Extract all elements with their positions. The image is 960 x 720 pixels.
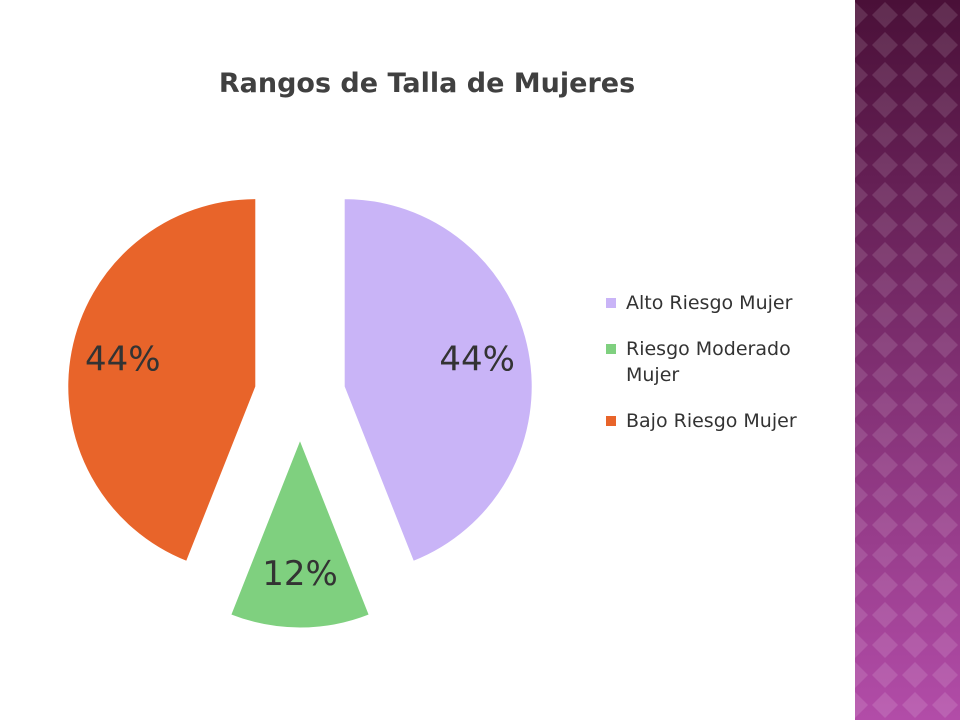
legend-label: Bajo Riesgo Mujer	[626, 410, 797, 432]
pie-slice	[343, 198, 533, 563]
pie-slice	[230, 438, 370, 629]
value-label: 44%	[85, 340, 161, 380]
pie: 44% 12% 44%	[67, 198, 533, 629]
legend: Alto Riesgo Mujer Riesgo Moderado Mujer Ba…	[604, 290, 830, 454]
value-label: 44%	[439, 340, 515, 380]
legend-swatch	[606, 416, 616, 426]
chart-title: Rangos de Talla de Mujeres	[219, 68, 635, 99]
legend-label: Alto Riesgo Mujer	[626, 292, 793, 314]
side-pattern	[855, 0, 960, 720]
legend-item: Alto Riesgo Mujer	[604, 290, 830, 316]
value-label: 12%	[262, 554, 338, 594]
legend-swatch	[606, 298, 616, 308]
legend-item: Riesgo Moderado Mujer	[604, 336, 830, 388]
legend-swatch	[606, 344, 616, 354]
legend-item: Bajo Riesgo Mujer	[604, 408, 830, 434]
legend-label: Riesgo Moderado Mujer	[626, 338, 791, 386]
pie-slice	[67, 198, 257, 563]
